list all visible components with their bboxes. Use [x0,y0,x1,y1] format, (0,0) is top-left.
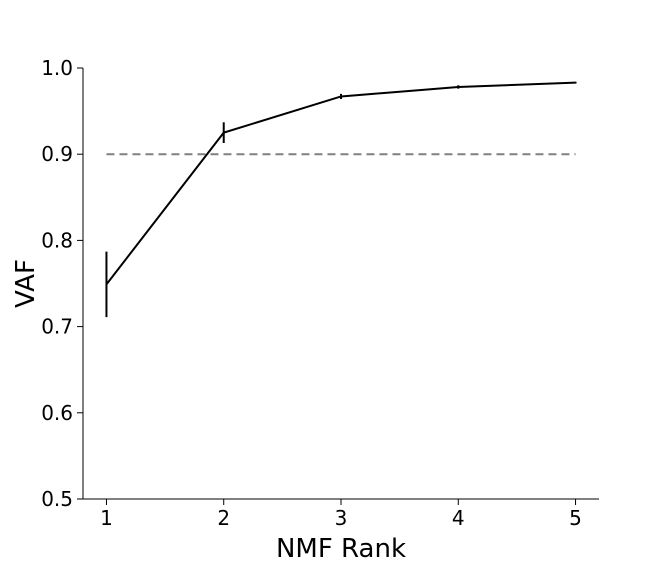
x-tick-label: 3 [335,506,348,530]
y-tick-label: 1.0 [41,56,73,80]
y-ticks: 0.5 0.6 0.7 0.8 0.9 1.0 [41,56,83,511]
x-tick-label: 5 [569,506,582,530]
y-tick-label: 0.6 [41,401,73,425]
x-tick-label: 2 [217,506,230,530]
x-ticks: 1 2 3 4 5 [100,499,582,530]
series-line [105,81,576,285]
error-bars [105,81,577,318]
y-tick-label: 0.9 [41,142,73,166]
y-tick-label: 0.7 [41,315,73,339]
x-tick-label: 1 [100,506,113,530]
y-tick-label: 0.5 [41,487,73,511]
y-axis-label: VAF [11,259,41,308]
y-tick-label: 0.8 [41,228,73,252]
x-tick-label: 4 [452,506,465,530]
x-axis-label: NMF Rank [276,534,406,561]
